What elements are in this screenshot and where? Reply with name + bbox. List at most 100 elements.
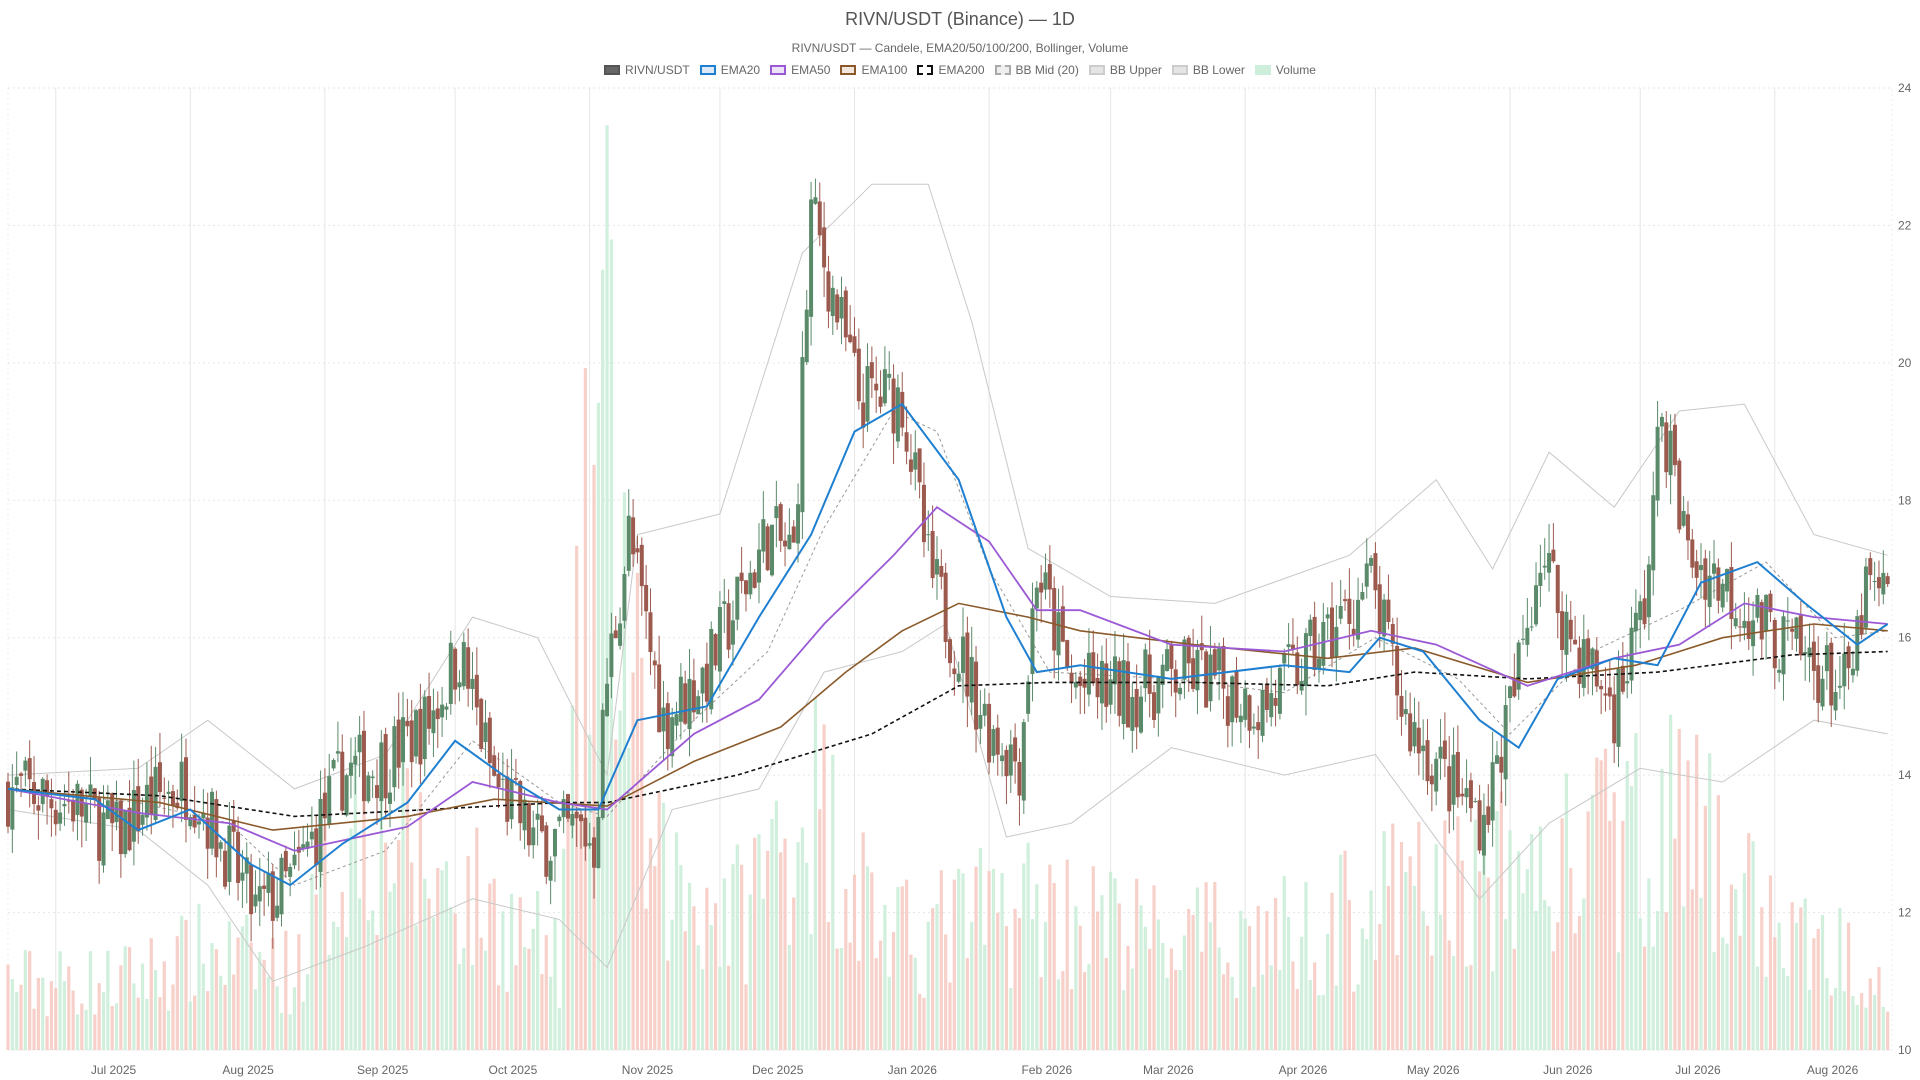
volume-bar <box>575 545 579 1050</box>
candle-body <box>583 817 588 847</box>
candle-body <box>1325 614 1330 619</box>
legend-item[interactable]: BB Upper <box>1088 63 1162 77</box>
volume-bar <box>405 768 409 1050</box>
legend-item[interactable]: RIVN/USDT <box>604 63 690 77</box>
volume-bar <box>288 1014 292 1050</box>
candle-body <box>1729 567 1734 619</box>
volume-bar <box>952 879 956 1050</box>
x-tick-label: Aug 2025 <box>222 1063 274 1077</box>
candle-body <box>1881 572 1886 595</box>
candle-body <box>10 787 15 830</box>
y-tick-label: 22 <box>1898 218 1912 232</box>
candle-body <box>552 828 557 857</box>
volume-bar <box>1725 943 1729 1050</box>
volume-bar <box>1864 1007 1868 1050</box>
volume-bar <box>197 903 201 1050</box>
legend-item[interactable]: EMA50 <box>770 63 830 77</box>
volume-bar <box>983 944 987 1050</box>
volume-bar <box>1117 903 1121 1050</box>
volume-bar <box>1838 908 1842 1050</box>
volume-bar <box>939 870 943 1050</box>
volume-bar <box>735 844 739 1050</box>
candle-body <box>1651 495 1656 571</box>
volume-bar <box>666 960 670 1050</box>
legend-item[interactable]: EMA20 <box>699 63 760 77</box>
volume-bar <box>15 991 19 1050</box>
volume-bar <box>922 997 926 1050</box>
candle-body <box>613 630 618 639</box>
legend-item[interactable]: BB Lower <box>1171 63 1245 77</box>
candle-body <box>1772 620 1777 669</box>
volume-bar <box>1794 922 1799 1050</box>
candle-body <box>1790 628 1795 632</box>
candle-body <box>1277 667 1282 714</box>
volume-bar <box>553 917 557 1050</box>
candle-body <box>101 812 106 866</box>
candle-body <box>414 710 419 757</box>
candle-body <box>987 703 992 763</box>
candle-body <box>340 751 345 811</box>
candle-body <box>275 905 280 918</box>
volume-bar <box>931 908 935 1050</box>
volume-bar <box>1052 882 1056 1050</box>
candle-body <box>1685 514 1690 541</box>
volume-bar <box>32 1008 36 1050</box>
volume-bar <box>314 894 318 1050</box>
volume-bar <box>1629 786 1634 1050</box>
volume-bar <box>1443 820 1447 1050</box>
candle-body <box>930 531 935 579</box>
volume-bar <box>1525 869 1529 1050</box>
volume-bar <box>1326 933 1330 1050</box>
volume-bar <box>436 868 440 1050</box>
volume-bar <box>1499 791 1503 1050</box>
volume-bar <box>900 886 904 1050</box>
candle-body <box>1803 652 1808 655</box>
legend-item[interactable]: Volume <box>1254 63 1316 77</box>
candle-body <box>409 720 414 763</box>
volume-bar <box>1768 875 1773 1050</box>
candle-body <box>422 696 427 760</box>
volume-bar <box>1165 977 1169 1050</box>
volume-bar <box>1330 892 1334 1050</box>
volume-bar <box>97 983 101 1050</box>
volume-bar <box>423 878 427 1050</box>
candle-body <box>1377 584 1382 635</box>
candle-body <box>1560 611 1565 650</box>
volume-bar <box>909 954 913 1050</box>
volume-bar <box>674 832 679 1050</box>
candle-body <box>1625 681 1630 684</box>
legend-item[interactable]: EMA100 <box>840 63 907 77</box>
candle-body <box>348 762 353 776</box>
volume-bar <box>965 958 969 1050</box>
candle-body <box>1247 695 1252 731</box>
legend-item[interactable]: BB Mid (20) <box>994 63 1079 77</box>
candle-body <box>539 815 544 832</box>
volume-bar <box>219 975 223 1050</box>
volume-bar <box>878 940 883 1050</box>
candle-body <box>956 673 961 682</box>
volume-bar <box>162 961 166 1050</box>
candle-body <box>1264 684 1269 710</box>
volume-bar <box>1282 876 1286 1050</box>
volume-bar <box>1217 947 1221 1050</box>
candle-body <box>874 383 879 391</box>
candle-body <box>531 827 536 846</box>
candle-body <box>974 661 979 730</box>
volume-bar <box>1030 919 1035 1050</box>
candle-body <box>1824 645 1829 672</box>
volume-bar <box>991 868 996 1050</box>
volume-bar <box>1560 818 1564 1050</box>
candle-body <box>1416 727 1421 754</box>
candle-body <box>97 798 102 861</box>
candle-body <box>1481 814 1486 856</box>
volume-bar <box>622 492 627 1051</box>
candle-body <box>1455 751 1460 798</box>
volume-bar <box>114 1003 119 1050</box>
legend-item[interactable]: EMA200 <box>917 63 985 77</box>
candle-body <box>1785 620 1790 622</box>
volume-bar <box>653 866 657 1050</box>
volume-bar <box>279 1012 284 1050</box>
volume-bar <box>709 925 713 1050</box>
volume-bar <box>1130 968 1134 1050</box>
